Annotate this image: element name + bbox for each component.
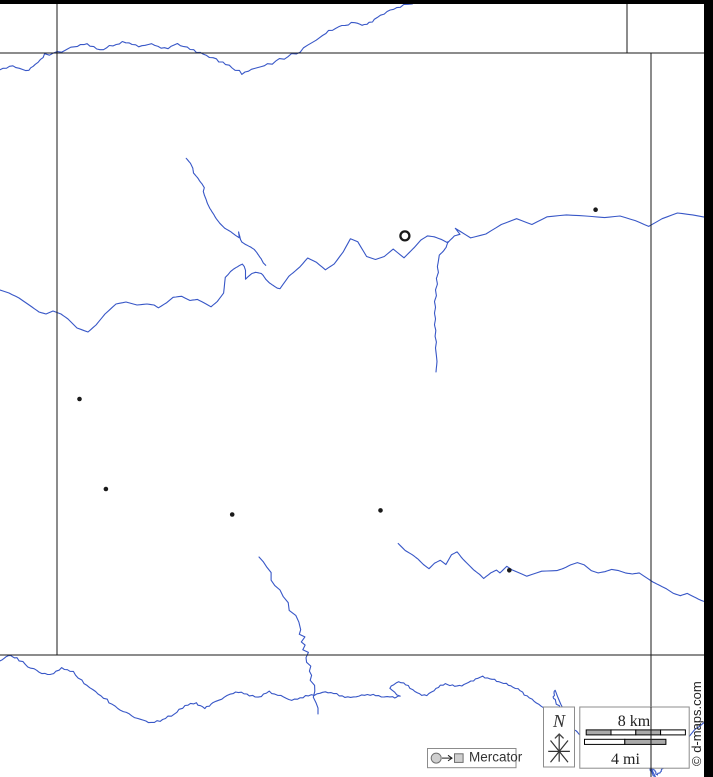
svg-text:4 mi: 4 mi (611, 751, 640, 768)
svg-text:Mercator: Mercator (469, 750, 523, 765)
svg-text:8 km: 8 km (618, 713, 651, 730)
svg-text:N: N (552, 711, 566, 731)
svg-text:© d-maps.com: © d-maps.com (689, 681, 704, 766)
